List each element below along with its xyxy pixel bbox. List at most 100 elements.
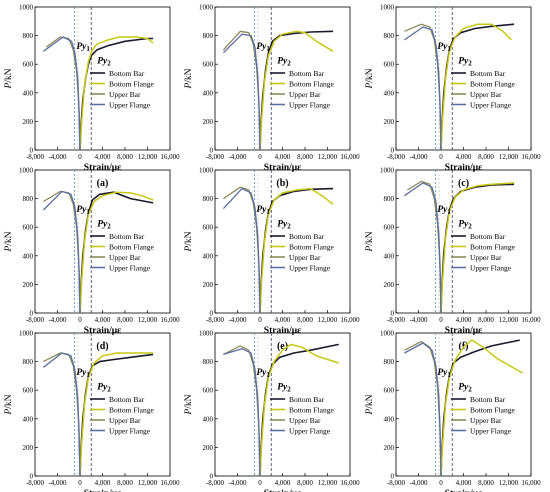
legend-entry: Bottom Flange — [289, 405, 334, 414]
x-tick-label: 4,000 — [456, 316, 472, 324]
py2-annotation: Py2 — [458, 56, 472, 67]
py2-annotation-sub: 2 — [468, 222, 472, 230]
series-bottom-flange — [79, 191, 154, 314]
x-tick-label: -8,000 — [26, 316, 45, 324]
legend-entry: Bottom Bar — [289, 232, 325, 241]
py1-annotation-sub: 1 — [447, 208, 451, 216]
x-tick-label: 0 — [78, 153, 82, 161]
legend-entry: Upper Bar — [109, 253, 141, 262]
y-tick-label: 400 — [23, 252, 34, 260]
py1-annotation-sub: 1 — [447, 371, 451, 379]
series-upper-flange — [404, 182, 442, 314]
x-tick-label: -4,000 — [409, 153, 428, 161]
x-tick-label: 4,000 — [95, 316, 111, 324]
x-tick-label: 4,000 — [275, 479, 291, 487]
y-tick-label: 0 — [391, 147, 395, 155]
x-tick-label: 12,000 — [499, 153, 519, 161]
y-tick-label: 400 — [203, 415, 214, 423]
py2-annotation: Py2 — [97, 56, 111, 67]
x-tick-label: 12,000 — [318, 479, 338, 487]
x-tick-label: -8,000 — [206, 153, 225, 161]
y-tick-label: 200 — [23, 444, 34, 452]
x-tick-label: 16,000 — [340, 316, 360, 324]
y-tick-label: 800 — [203, 195, 214, 203]
legend-entry: Bottom Bar — [289, 395, 325, 404]
x-tick-label: 0 — [78, 316, 82, 324]
py1-annotation-main: Py — [76, 368, 87, 378]
x-tick-label: -8,000 — [206, 316, 225, 324]
y-tick-label: 1000 — [199, 167, 214, 175]
legend-entry: Bottom Flange — [470, 405, 515, 414]
y-tick-label: 600 — [384, 387, 395, 395]
panel-e: 0 200 400 600 800 1000 -8,000 -4,000 0 4,000 8,000… — [184, 167, 360, 353]
y-tick-label: 400 — [384, 252, 395, 260]
y-tick-label: 0 — [30, 473, 34, 481]
py1-annotation-sub: 1 — [86, 208, 90, 216]
x-tick-label: -8,000 — [206, 479, 225, 487]
x-tick-label: 4,000 — [95, 153, 111, 161]
x-axis-label: Strain/με — [264, 163, 301, 173]
x-tick-label: -8,000 — [26, 479, 45, 487]
y-axis-label-unit: /kN — [4, 231, 14, 245]
y-axis-label: P/kN — [365, 394, 375, 415]
legend-entry: Upper Bar — [289, 253, 321, 262]
y-tick-label: 600 — [23, 61, 34, 69]
py1-annotation-main: Py — [256, 42, 267, 52]
legend-entry: Bottom Bar — [109, 395, 145, 404]
legend-entry: Upper Flange — [289, 426, 331, 435]
py1-annotation: Py1 — [76, 368, 90, 379]
x-axis-label: Strain/με — [264, 326, 301, 336]
panel-d: 0 200 400 600 800 1000 -8,000 -4,000 0 4,000 8,000… — [4, 167, 180, 353]
y-axis-label-var: P — [4, 83, 14, 90]
py1-annotation-sub: 1 — [266, 371, 270, 379]
legend-entry: Bottom Bar — [470, 395, 506, 404]
legend-entry: Upper Flange — [109, 263, 151, 272]
y-tick-label: 1000 — [380, 330, 395, 338]
y-tick-label: 400 — [203, 252, 214, 260]
legend-entry: Upper Bar — [470, 90, 502, 99]
y-tick-label: 800 — [203, 358, 214, 366]
series-bottom-flange — [440, 339, 523, 477]
py1-annotation-sub: 1 — [266, 208, 270, 216]
legend-entry: Upper Flange — [289, 263, 331, 272]
x-tick-label: 16,000 — [160, 316, 180, 324]
panel-h: 0 200 400 600 800 1000 -8,000 -4,000 0 4,000 8,000… — [184, 330, 360, 492]
legend-entry: Bottom Bar — [289, 69, 325, 78]
y-tick-label: 1000 — [19, 4, 34, 12]
series-bottom-flange — [79, 352, 154, 477]
py2-annotation-main: Py — [458, 382, 469, 392]
panel-label: (a) — [97, 178, 109, 189]
y-axis-label: P/kN — [4, 231, 14, 252]
py1-annotation: Py1 — [437, 368, 451, 379]
py1-annotation-main: Py — [256, 368, 267, 378]
x-tick-label: 8,000 — [297, 479, 313, 487]
x-tick-label: -4,000 — [48, 316, 67, 324]
y-axis-label-var: P — [184, 409, 194, 416]
x-tick-label: 0 — [258, 316, 262, 324]
panel-c: 0 200 400 600 800 1000 -8,000 -4,000 0 4,000 8,000… — [365, 4, 541, 190]
series-bottom-flange — [259, 343, 340, 477]
legend-entry: Upper Flange — [289, 100, 331, 109]
x-tick-label: 0 — [258, 479, 262, 487]
x-tick-label: 0 — [439, 479, 443, 487]
x-tick-label: 0 — [439, 316, 443, 324]
y-tick-label: 600 — [384, 224, 395, 232]
x-tick-label: 8,000 — [117, 316, 133, 324]
y-axis-label: P/kN — [4, 68, 14, 89]
legend-entry: Bottom Flange — [470, 242, 515, 251]
py1-annotation-main: Py — [437, 205, 448, 215]
panel-label: (e) — [277, 341, 288, 352]
y-tick-label: 200 — [203, 444, 214, 452]
legend-entry: Bottom Flange — [470, 79, 515, 88]
y-tick-label: 600 — [23, 387, 34, 395]
py1-annotation: Py1 — [76, 205, 90, 216]
series-upper-flange — [222, 33, 261, 151]
x-tick-label: 12,000 — [499, 479, 519, 487]
y-axis-label-var: P — [4, 246, 14, 253]
y-tick-label: 600 — [384, 61, 395, 69]
py2-annotation-sub: 2 — [107, 59, 111, 67]
y-tick-label: 800 — [23, 358, 34, 366]
py2-annotation: Py2 — [458, 382, 472, 393]
y-tick-label: 800 — [23, 195, 34, 203]
